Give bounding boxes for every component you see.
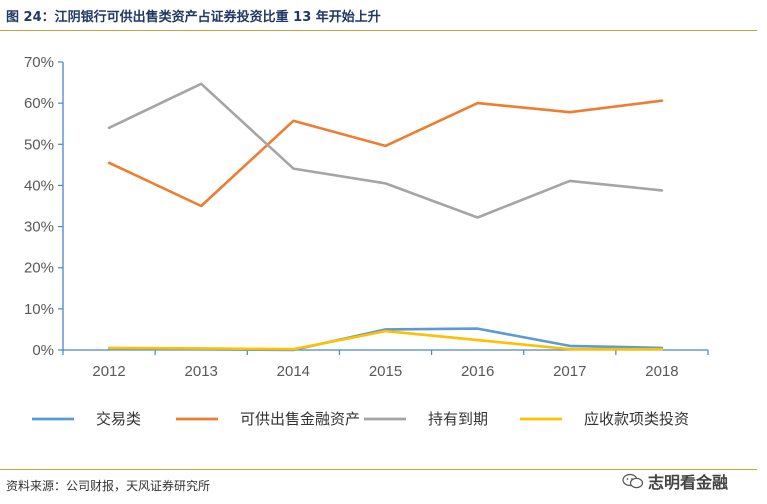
chart-series: [107, 82, 664, 352]
x-tick-label: 2016: [461, 363, 494, 380]
legend-label: 持有到期: [428, 410, 488, 428]
y-tick-label: 70%: [24, 54, 54, 71]
y-tick-label: 10%: [24, 301, 54, 318]
title-divider: [0, 30, 757, 31]
chart-legend: 交易类 可供出售金融资产 持有到期 应收款项类投资: [32, 410, 689, 428]
y-tick-label: 30%: [24, 219, 54, 236]
y-tick-label: 50%: [24, 136, 54, 153]
x-tick-label: 2018: [645, 363, 678, 380]
legend-label: 应收款项类投资: [584, 410, 689, 428]
legend-label: 交易类: [96, 410, 141, 428]
chart-axes: 0% 10% 20% 30% 40% 50% 60% 70% 2012 2013 2014 2015 2…: [24, 54, 709, 380]
series-line-4: [107, 329, 664, 351]
source-divider: [0, 469, 757, 470]
wechat-icon: [622, 473, 644, 489]
watermark: 志明看金融: [622, 469, 728, 493]
x-tick-label: 2015: [369, 363, 402, 380]
x-tick-label: 2013: [185, 363, 218, 380]
y-tick-label: 40%: [24, 177, 54, 194]
x-tick-label: 2014: [277, 363, 310, 380]
legend-label: 可供出售金融资产: [240, 410, 360, 428]
y-tick-label: 20%: [24, 260, 54, 277]
figure-title: 图 24：江阴银行可供出售类资产占证券投资比重 13 年开始上升: [6, 10, 381, 25]
y-tick-label: 0%: [32, 342, 54, 359]
watermark-text: 志明看金融: [648, 473, 729, 492]
source-note: 资料来源：公司财报，天风证券研究所: [6, 479, 211, 493]
x-tick-label: 2017: [553, 363, 586, 380]
series-line-3: [107, 82, 664, 219]
series-line-2: [107, 99, 664, 208]
x-tick-label: 2012: [92, 363, 125, 380]
y-tick-label: 60%: [24, 95, 54, 112]
